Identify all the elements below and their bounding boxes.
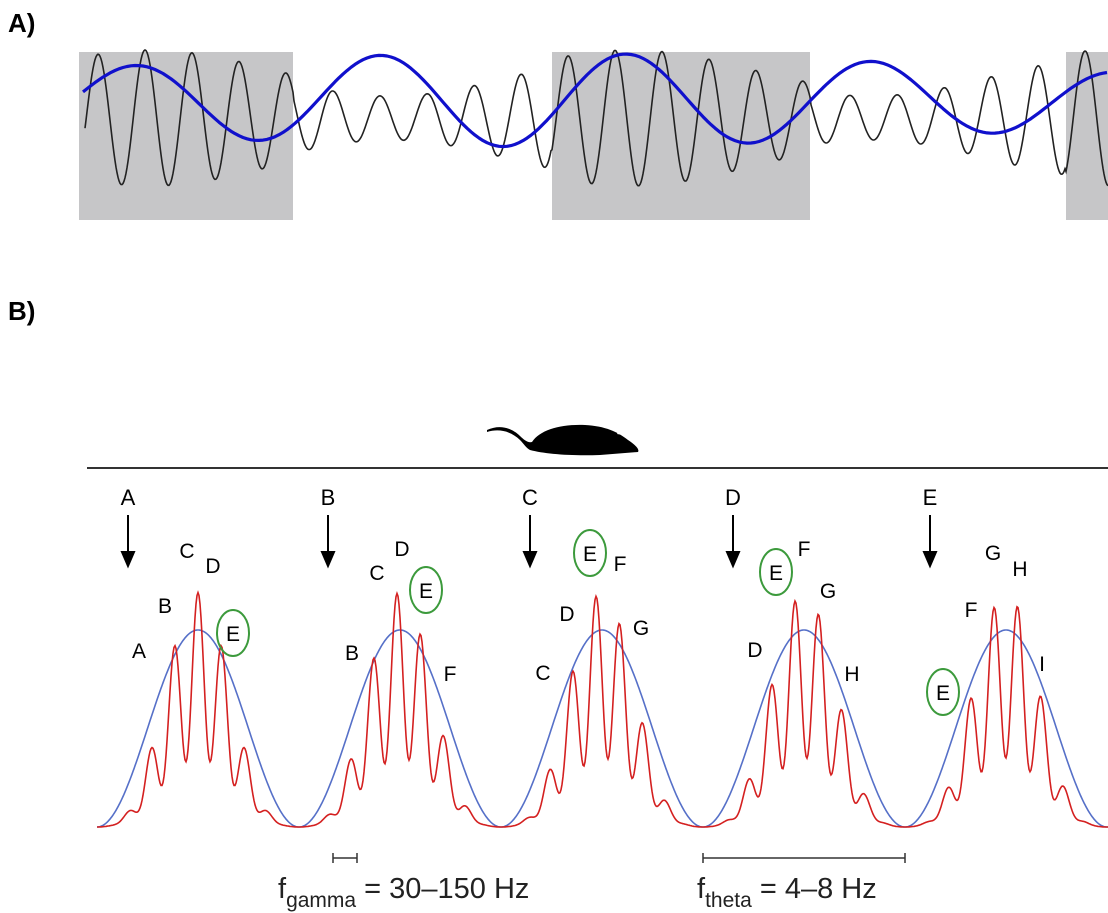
peak-label: B — [345, 642, 359, 665]
arrow — [522, 515, 538, 569]
gamma-wave — [97, 590, 1108, 828]
formula-subscript: gamma — [286, 889, 356, 912]
formula-symbol: f — [278, 873, 287, 905]
slow-wave — [82, 52, 1108, 149]
peak-label: E — [769, 562, 783, 585]
formula-subscript: theta — [705, 889, 752, 912]
panel-label: A) — [8, 8, 35, 38]
position-label: E — [923, 485, 938, 510]
panel-a — [79, 49, 1108, 220]
formula-text: = 30–150 Hz — [356, 873, 529, 905]
peak-label: C — [369, 562, 384, 585]
peak-label: E — [419, 580, 433, 603]
peak-label: I — [1039, 653, 1045, 676]
formula-text: = 4–8 Hz — [752, 873, 877, 905]
peak-label: H — [844, 663, 859, 686]
arrow — [725, 515, 741, 569]
peak-label: F — [444, 663, 457, 686]
peak-label: C — [179, 540, 194, 563]
peak-label: E — [936, 682, 950, 705]
mouse-ear — [617, 426, 623, 435]
peak-label: A — [132, 640, 146, 663]
theta-scale-bar — [702, 853, 906, 863]
shade — [79, 52, 293, 220]
mouse — [487, 424, 639, 456]
peak-label: E — [583, 543, 597, 566]
peak-label: D — [747, 639, 762, 662]
highlight-ring — [409, 566, 443, 614]
arrow — [922, 515, 938, 569]
formula: fgamma = 30–150 Hz — [278, 873, 529, 912]
formula-symbol: f — [697, 873, 706, 905]
peak-label: D — [394, 538, 409, 561]
position-label: B — [321, 485, 336, 510]
peak-label: C — [535, 662, 550, 685]
peak-label: F — [614, 553, 627, 576]
position-label: D — [725, 485, 741, 510]
peak-label: G — [985, 542, 1001, 565]
arrow — [120, 515, 136, 569]
shade — [552, 52, 810, 220]
highlight-ring — [759, 548, 793, 596]
peak-label: F — [798, 538, 811, 561]
arrow — [320, 515, 336, 569]
position-label: C — [522, 485, 538, 510]
peak-label: F — [965, 599, 978, 622]
peak-label: B — [158, 595, 172, 618]
panel-b — [87, 424, 1108, 863]
fast-wave — [84, 49, 1108, 187]
theta-wave — [97, 629, 1108, 828]
peak-label: E — [226, 623, 240, 646]
highlight-ring — [216, 609, 250, 657]
peak-label: D — [559, 603, 574, 626]
highlight-ring — [573, 529, 607, 577]
highlight-ring — [926, 668, 960, 716]
formula: ftheta = 4–8 Hz — [697, 873, 877, 912]
peak-label: G — [633, 617, 649, 640]
peak-label: H — [1012, 558, 1027, 581]
gamma-scale-bar — [332, 853, 358, 863]
peak-label: G — [820, 580, 836, 603]
position-label: A — [121, 485, 136, 510]
panel-label: B) — [8, 296, 35, 326]
peak-label: D — [205, 555, 220, 578]
